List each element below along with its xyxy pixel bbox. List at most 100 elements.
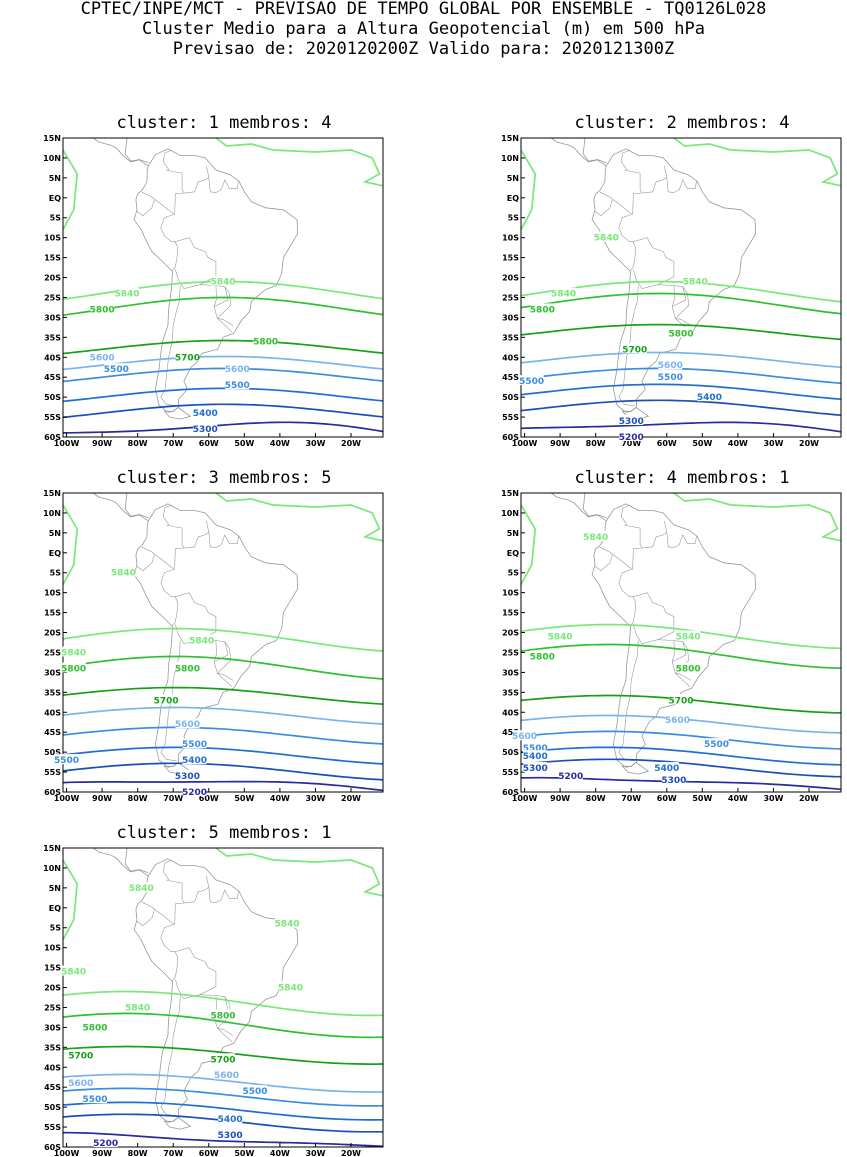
cluster-1-title: cluster: 1 membros: 4 — [116, 113, 332, 133]
lat-tick-label: 40S — [44, 353, 61, 362]
lat-tick-label: 10N — [501, 509, 519, 518]
country-border — [174, 547, 184, 570]
lat-tick-label: 55S — [44, 1123, 61, 1132]
coastline — [550, 493, 607, 522]
contour-label-bg — [669, 694, 693, 705]
lat-tick-label: 60S — [44, 788, 61, 797]
country-border — [166, 165, 210, 194]
lat-tick-label: 20S — [44, 629, 61, 638]
country-border — [174, 947, 217, 1000]
contour-label-bg — [189, 634, 214, 645]
country-border — [674, 286, 692, 326]
contour-label-bg — [665, 714, 690, 725]
country-border — [160, 214, 179, 271]
contour-label-bg — [61, 965, 86, 976]
country-border — [618, 214, 637, 271]
lon-tick-label: 20W — [799, 794, 819, 803]
country-border — [141, 546, 174, 570]
country-border — [160, 924, 179, 981]
contour-5600 — [521, 351, 841, 369]
lon-tick-label: 70W — [621, 794, 641, 803]
lat-tick-label: 10N — [43, 154, 61, 163]
contour-label: 5400 — [193, 409, 218, 419]
contour-label-bg — [622, 343, 647, 354]
lat-tick-label: 10S — [502, 589, 519, 598]
lat-tick-label: 15S — [502, 609, 519, 618]
country-border — [174, 902, 184, 925]
contour-5700 — [63, 686, 383, 705]
lon-tick-label: 60W — [199, 794, 219, 803]
contour-label-bg — [175, 718, 200, 729]
figure-title-line2: Cluster Medio para a Altura Geopotencial… — [142, 19, 705, 39]
lat-tick-label: 35S — [44, 1043, 61, 1052]
lat-tick-label: 25S — [502, 293, 519, 302]
lat-tick-label: 10N — [43, 509, 61, 518]
contour-label: 5800 — [253, 337, 278, 347]
contour-label: 5840 — [683, 278, 708, 288]
lat-tick-label: EQ — [507, 194, 519, 203]
contour-5840 — [521, 504, 537, 586]
lon-tick-label: 80W — [128, 439, 148, 448]
contour-label-bg — [523, 742, 548, 753]
lat-tick-label: 25S — [44, 648, 61, 657]
contour-5840 — [63, 504, 79, 586]
contour-label: 5840 — [583, 533, 608, 543]
contour-label: 5400 — [697, 393, 722, 403]
country-border — [216, 641, 234, 681]
lat-tick-label: 10S — [44, 234, 61, 243]
cluster-4-title: cluster: 4 membros: 1 — [574, 468, 790, 488]
cluster-5-title: cluster: 5 membros: 1 — [116, 823, 332, 843]
contour-5800 — [521, 292, 841, 315]
contour-label: 5840 — [551, 289, 576, 299]
lat-tick-label: 45S — [44, 728, 61, 737]
lon-tick-label: 60W — [199, 1149, 219, 1157]
lat-tick-label: 5S — [50, 569, 62, 578]
contour-label: 5600 — [90, 353, 115, 363]
contour-label-bg — [519, 375, 544, 386]
lat-tick-label: 5N — [49, 174, 61, 183]
country-border — [594, 554, 613, 572]
coastline — [582, 138, 607, 164]
lat-tick-label: 45S — [502, 728, 519, 737]
contour-label: 5840 — [278, 984, 303, 994]
lat-tick-label: 10N — [501, 154, 519, 163]
contour-label-bg — [175, 662, 200, 673]
country-border — [136, 909, 155, 927]
lat-tick-label: 35S — [44, 688, 61, 697]
contour-label-bg — [530, 650, 555, 661]
lon-tick-label: 50W — [692, 794, 712, 803]
contour-label: 5500 — [519, 377, 544, 387]
lat-tick-label: 10S — [44, 944, 61, 953]
contour-label-bg — [83, 1093, 107, 1104]
lat-tick-label: 5N — [49, 529, 61, 538]
coastline — [582, 493, 607, 519]
lat-tick-label: 50S — [502, 748, 519, 757]
contour-5600 — [63, 1073, 383, 1093]
contour-label-bg — [523, 750, 548, 761]
contour-label: 5500 — [523, 744, 548, 754]
contour-label: 5500 — [54, 756, 79, 766]
lat-tick-label: 20S — [502, 629, 519, 638]
contour-label-bg — [697, 391, 722, 402]
contour-5800 — [521, 643, 841, 670]
lon-tick-label: 90W — [550, 439, 570, 448]
contour-label-bg — [683, 275, 708, 286]
lat-tick-label: 60S — [44, 433, 61, 442]
contour-label: 5840 — [274, 920, 299, 930]
contour-label: 5600 — [512, 732, 537, 742]
contour-5200 — [521, 421, 841, 433]
coastline — [163, 406, 192, 420]
contour-5840 — [63, 149, 79, 231]
country-border — [162, 149, 172, 171]
contour-label-bg — [551, 287, 576, 298]
contour-label: 5700 — [68, 1051, 93, 1061]
contour-label-bg — [104, 363, 129, 374]
contour-label-bg — [218, 1129, 243, 1140]
contour-label: 5700 — [668, 696, 693, 706]
contour-5200 — [63, 1131, 383, 1147]
country-border — [174, 592, 217, 645]
contour-5840 — [63, 990, 383, 1017]
figure-title-line1: CPTEC/INPE/MCT - PREVISAO DE TEMPO GLOBA… — [80, 0, 767, 19]
contour-5400 — [521, 383, 841, 401]
country-border — [624, 520, 668, 549]
